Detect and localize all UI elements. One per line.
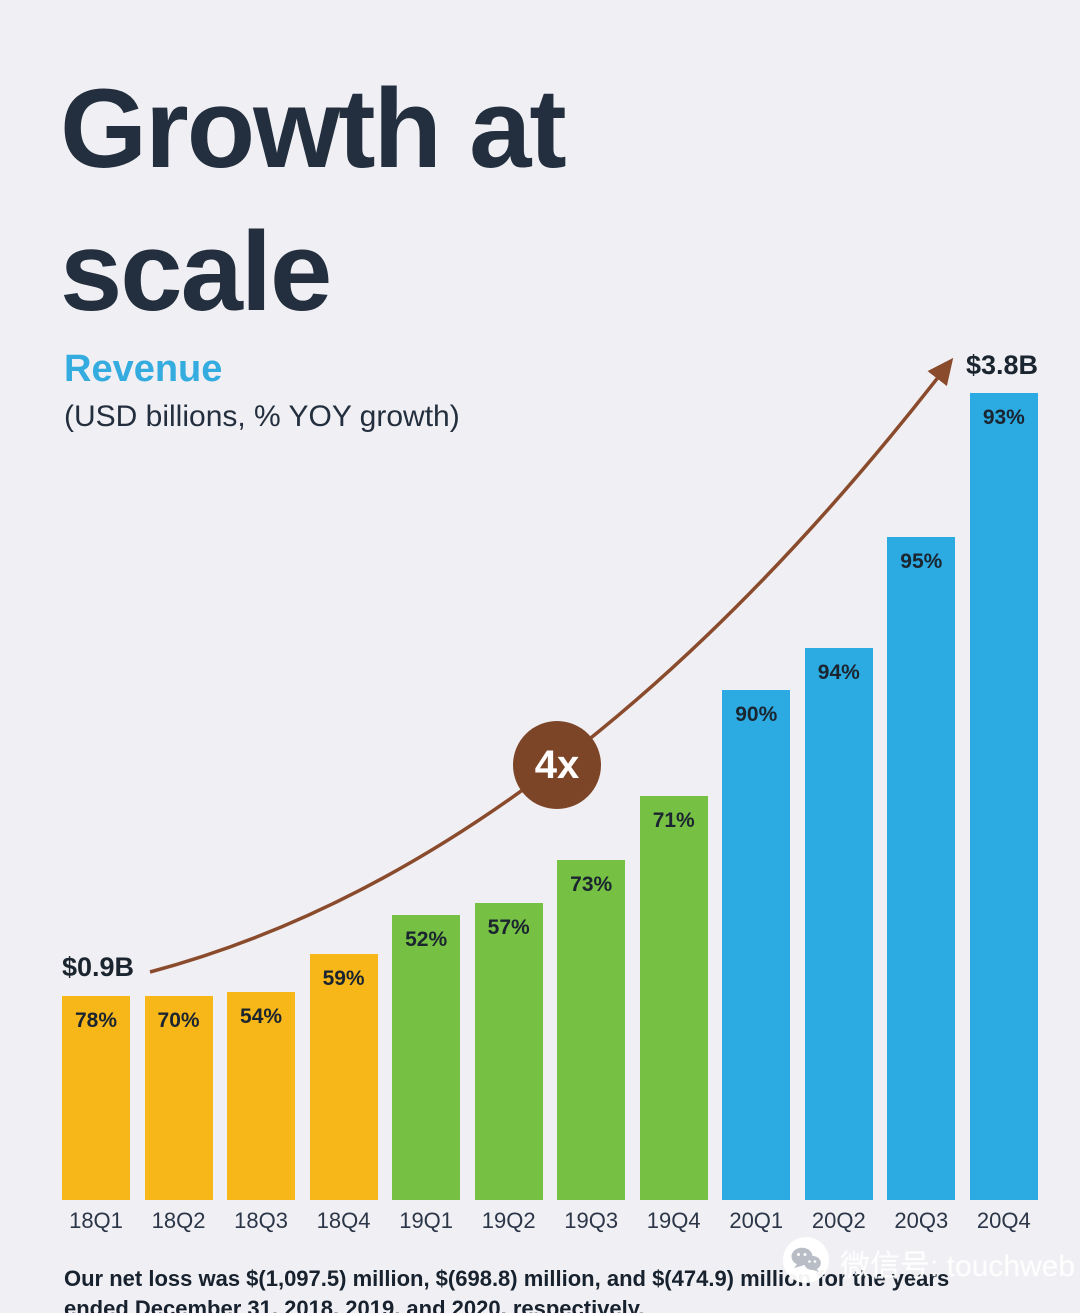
watermark: 微信号: touchweb: [782, 1236, 1075, 1289]
bar-growth-label: 93%: [982, 406, 1025, 429]
bar-20Q2: 94%: [804, 648, 873, 1200]
x-axis-label: 18Q3: [234, 1208, 288, 1233]
bar-18Q4: 59%: [309, 954, 378, 1200]
bar-growth-label: 78%: [74, 1009, 118, 1032]
bar-growth-label: 54%: [240, 1005, 283, 1028]
chart-title: Revenue: [64, 348, 223, 390]
page-title: Growth at scale: [60, 66, 567, 335]
wechat-icon: [782, 1236, 830, 1289]
x-axis-label: 20Q1: [729, 1208, 784, 1233]
x-axis-label: 19Q4: [646, 1208, 701, 1233]
bar-19Q4: 71%: [639, 796, 708, 1200]
watermark-text: 微信号: touchweb: [840, 1249, 1076, 1283]
bar-growth-label: 57%: [487, 916, 530, 939]
bar-growth-label: 95%: [900, 550, 943, 573]
x-axis-labels: 18Q1 18Q2 18Q3 18Q4 19Q1 19Q2 19Q3 19Q4 20Q1 20Q2…: [62, 1208, 1038, 1234]
x-axis-label: 18Q2: [151, 1208, 206, 1233]
bar-growth-label: 94%: [817, 661, 860, 684]
bar-growth-label: 59%: [322, 967, 365, 990]
bar-growth-label: 52%: [405, 928, 448, 951]
bar-20Q4: 93%: [969, 393, 1038, 1200]
x-axis-label: 20Q2: [811, 1208, 866, 1233]
bar-19Q3: 73%: [557, 860, 626, 1200]
x-axis-label: 19Q1: [399, 1208, 454, 1233]
bar-18Q1: 78%: [62, 996, 130, 1200]
end-value-label: $3.8B: [966, 350, 1039, 380]
x-axis-label: 18Q4: [316, 1208, 371, 1233]
bar-growth-label: 71%: [652, 809, 695, 832]
bar-18Q3: 54%: [227, 992, 296, 1200]
start-value-label: $0.9B: [62, 952, 135, 982]
bar-20Q1: 90%: [722, 690, 791, 1200]
x-axis-label: 20Q4: [976, 1208, 1031, 1233]
bar-19Q2: 57%: [474, 903, 543, 1200]
growth-multiplier-badge: 4x: [513, 721, 601, 809]
x-axis-label: 18Q1: [69, 1208, 123, 1233]
bar-18Q2: 70%: [144, 996, 213, 1200]
x-axis-label: 19Q3: [564, 1208, 619, 1233]
bar-growth-label: 70%: [157, 1009, 200, 1032]
x-axis-label: 19Q2: [481, 1208, 536, 1233]
bar-growth-label: 90%: [735, 703, 778, 726]
bar-20Q3: 95%: [887, 537, 956, 1200]
x-axis-label: 20Q3: [894, 1208, 949, 1233]
bar-growth-label: 73%: [570, 873, 613, 896]
bar-19Q1: 52%: [392, 915, 461, 1200]
